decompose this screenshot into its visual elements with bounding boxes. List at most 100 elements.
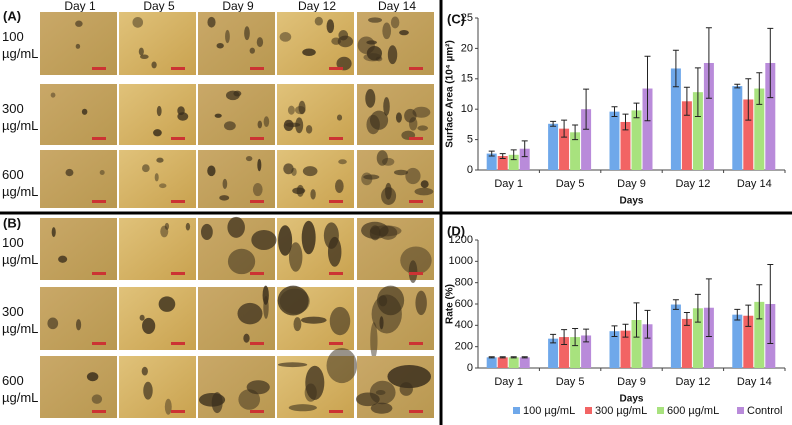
micrograph bbox=[119, 287, 196, 350]
bar bbox=[743, 99, 754, 170]
cell-cluster bbox=[337, 35, 354, 48]
cell-cluster bbox=[256, 37, 264, 48]
cell-cluster bbox=[283, 163, 294, 175]
cell-cluster bbox=[75, 20, 83, 27]
cell-cluster bbox=[405, 167, 421, 185]
cell-cluster bbox=[375, 389, 386, 396]
bar bbox=[581, 109, 592, 170]
cell-cluster bbox=[363, 174, 380, 180]
error-bar bbox=[611, 325, 618, 338]
day-label: Day 12 bbox=[298, 0, 336, 13]
scale-bar bbox=[250, 410, 264, 413]
cell-cluster bbox=[376, 285, 405, 316]
micrograph bbox=[277, 150, 354, 208]
scale-bar bbox=[329, 342, 343, 345]
error-bar bbox=[633, 102, 640, 119]
micrograph bbox=[198, 150, 275, 208]
cell-cluster bbox=[361, 221, 389, 239]
error-bar bbox=[510, 356, 517, 359]
cell-cluster bbox=[287, 105, 295, 115]
cell-cluster bbox=[376, 150, 388, 166]
cell-cluster bbox=[140, 54, 149, 59]
error-bar bbox=[734, 308, 741, 321]
cell-cluster bbox=[285, 122, 301, 127]
cell-cluster bbox=[142, 164, 150, 173]
cell-cluster bbox=[327, 236, 342, 267]
cell-cluster bbox=[277, 362, 308, 368]
error-bar bbox=[644, 55, 651, 122]
cell-cluster bbox=[237, 302, 263, 325]
cell-cluster bbox=[50, 92, 56, 98]
legend-label: 600 µg/mL bbox=[667, 405, 719, 417]
x-tick-label: Day 9 bbox=[617, 178, 646, 190]
error-bar bbox=[756, 72, 763, 105]
y-tick-label: 10 bbox=[461, 103, 473, 115]
error-bar bbox=[745, 78, 752, 121]
x-tick-label: Day 1 bbox=[494, 376, 523, 388]
cell-cluster bbox=[222, 178, 228, 190]
bar bbox=[681, 318, 692, 368]
bar bbox=[559, 128, 570, 170]
day-label: Day 9 bbox=[222, 0, 254, 13]
y-tick-label: 1200 bbox=[449, 234, 473, 246]
cell-cluster bbox=[336, 114, 343, 121]
cell-cluster bbox=[207, 165, 216, 177]
cell-cluster bbox=[302, 48, 316, 56]
cell-cluster bbox=[329, 306, 351, 336]
error-bar bbox=[694, 293, 701, 323]
concentration-label: 100 µg/mL bbox=[2, 235, 39, 267]
y-tick-label: 1000 bbox=[449, 255, 473, 267]
scale-bar bbox=[92, 272, 106, 275]
x-tick-label: Day 9 bbox=[617, 376, 646, 388]
cell-cluster bbox=[252, 182, 263, 197]
cell-cluster bbox=[292, 187, 306, 195]
micrograph bbox=[198, 287, 275, 350]
cell-cluster bbox=[153, 129, 162, 137]
cell-cluster bbox=[387, 365, 432, 389]
scale-bar bbox=[329, 272, 343, 275]
bar bbox=[581, 335, 592, 368]
cell-cluster bbox=[390, 16, 400, 29]
cell-cluster bbox=[263, 116, 270, 128]
cell-cluster bbox=[257, 158, 262, 172]
bar bbox=[692, 92, 703, 170]
scale-bar bbox=[409, 137, 423, 140]
bar bbox=[642, 324, 653, 368]
scale-bar bbox=[171, 410, 185, 413]
cell-cluster bbox=[244, 26, 250, 41]
error-bar bbox=[561, 329, 568, 346]
error-bar bbox=[550, 333, 557, 344]
legend-label: 300 µg/mL bbox=[595, 405, 647, 417]
cell-cluster bbox=[298, 100, 306, 115]
cell-cluster bbox=[143, 381, 153, 400]
scale-bar bbox=[329, 137, 343, 140]
y-tick-label: 20 bbox=[461, 42, 473, 54]
cell-cluster bbox=[158, 296, 176, 312]
cell-cluster bbox=[365, 88, 376, 108]
cell-cluster bbox=[314, 16, 323, 26]
scale-bar bbox=[171, 137, 185, 140]
error-bar bbox=[550, 120, 557, 127]
cell-cluster bbox=[51, 227, 56, 238]
bar bbox=[732, 314, 743, 368]
cell-cluster bbox=[141, 366, 148, 376]
cell-cluster bbox=[300, 316, 327, 324]
cell-cluster bbox=[417, 125, 429, 131]
cell-cluster bbox=[214, 113, 222, 118]
scale-bar bbox=[171, 342, 185, 345]
cell-cluster bbox=[81, 108, 88, 115]
cell-cluster bbox=[99, 169, 105, 175]
cell-cluster bbox=[395, 112, 402, 123]
scale-bar bbox=[329, 67, 343, 70]
cell-cluster bbox=[233, 90, 242, 97]
bar bbox=[620, 121, 631, 170]
cell-cluster bbox=[164, 222, 170, 230]
bar bbox=[486, 357, 497, 368]
micrograph bbox=[357, 356, 434, 418]
bar bbox=[548, 338, 559, 368]
bar bbox=[548, 123, 559, 170]
scale-bar bbox=[92, 137, 106, 140]
cell-cluster bbox=[160, 225, 169, 238]
cell-cluster bbox=[138, 47, 144, 56]
